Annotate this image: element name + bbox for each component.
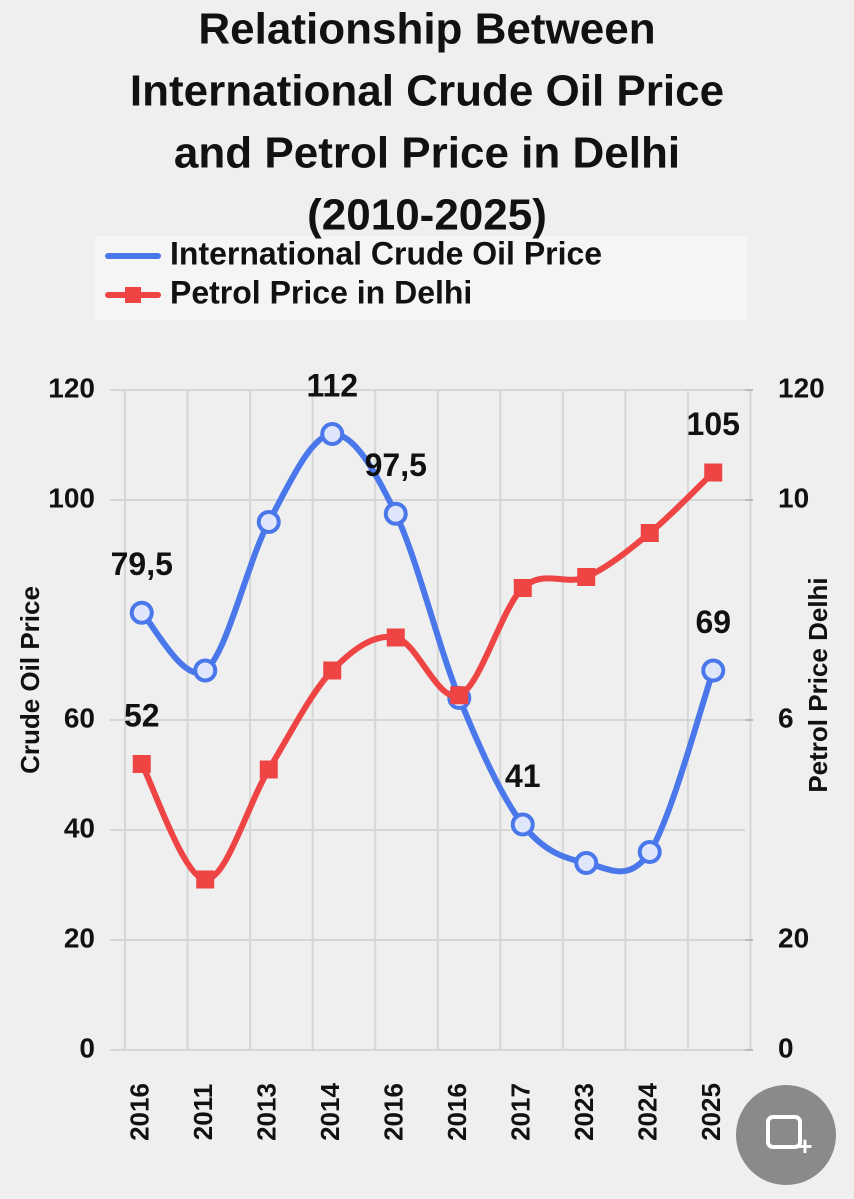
y-tick-label: 0 <box>79 1032 95 1063</box>
x-tick-label: 2014 <box>315 1083 345 1141</box>
value-label: 69 <box>695 604 731 640</box>
point <box>637 840 662 864</box>
fab-icon <box>766 1115 802 1149</box>
legend-marker <box>125 287 141 303</box>
chart-title: (2010-2025) <box>307 191 547 240</box>
value-label: 105 <box>687 406 740 442</box>
point <box>450 686 469 705</box>
y-tick-label: 40 <box>64 812 95 843</box>
point <box>701 658 726 683</box>
chart-title: Relationship Between <box>198 5 655 54</box>
x-tick-label: 2023 <box>569 1083 599 1141</box>
y2-tick-label: 10 <box>778 482 809 513</box>
point <box>196 870 215 889</box>
x-tick-label: 2013 <box>252 1083 282 1141</box>
x-tick-label: 2016 <box>125 1083 155 1141</box>
legend-label: International Crude Oil Price <box>170 235 602 271</box>
chart-title: International Crude Oil Price <box>130 67 724 116</box>
series-line <box>138 469 717 883</box>
series-line <box>138 431 717 875</box>
value-label: 97,5 <box>365 447 427 483</box>
value-label: 52 <box>124 697 160 733</box>
legend-label: Petrol Price in Delhi <box>170 274 472 310</box>
legend-box <box>95 236 747 320</box>
y-tick-label: 120 <box>48 372 95 403</box>
point <box>513 579 532 597</box>
x-tick-label: 2011 <box>188 1084 218 1140</box>
y2-tick-label: 0 <box>778 1032 794 1063</box>
x-tick-label: 2025 <box>696 1083 726 1141</box>
chart-title: and Petrol Price in Delhi <box>174 129 680 178</box>
x-tick-label: 2016 <box>379 1083 409 1141</box>
y2-tick-label: 6 <box>778 702 794 733</box>
point <box>193 658 218 683</box>
y-axis-title: Crude Oil Price <box>15 586 45 774</box>
point <box>132 755 151 773</box>
value-label: 79,5 <box>111 546 173 582</box>
y2-tick-label: 20 <box>778 922 809 953</box>
point <box>259 760 278 779</box>
x-tick-label: 2024 <box>633 1083 663 1141</box>
x-tick-label: 2017 <box>506 1083 536 1141</box>
point <box>320 422 345 446</box>
y2-tick-label: 120 <box>778 372 825 403</box>
point <box>256 510 281 534</box>
point <box>577 568 596 586</box>
point <box>383 501 408 526</box>
x-tick-label: 2016 <box>442 1083 472 1141</box>
fab-button[interactable] <box>736 1085 836 1185</box>
point <box>640 524 659 542</box>
point <box>386 628 405 647</box>
fab-plus: + <box>797 1131 812 1161</box>
value-label: 112 <box>306 367 358 403</box>
value-label: 41 <box>505 758 541 794</box>
point <box>323 661 342 680</box>
point <box>510 812 535 837</box>
y2-axis-title: Petrol Price Delhi <box>803 577 833 792</box>
y-tick-label: 100 <box>48 482 95 513</box>
point <box>574 851 599 875</box>
y-tick-label: 60 <box>64 702 95 733</box>
y-tick-label: 20 <box>64 922 95 953</box>
point <box>129 600 154 625</box>
point <box>704 463 723 482</box>
